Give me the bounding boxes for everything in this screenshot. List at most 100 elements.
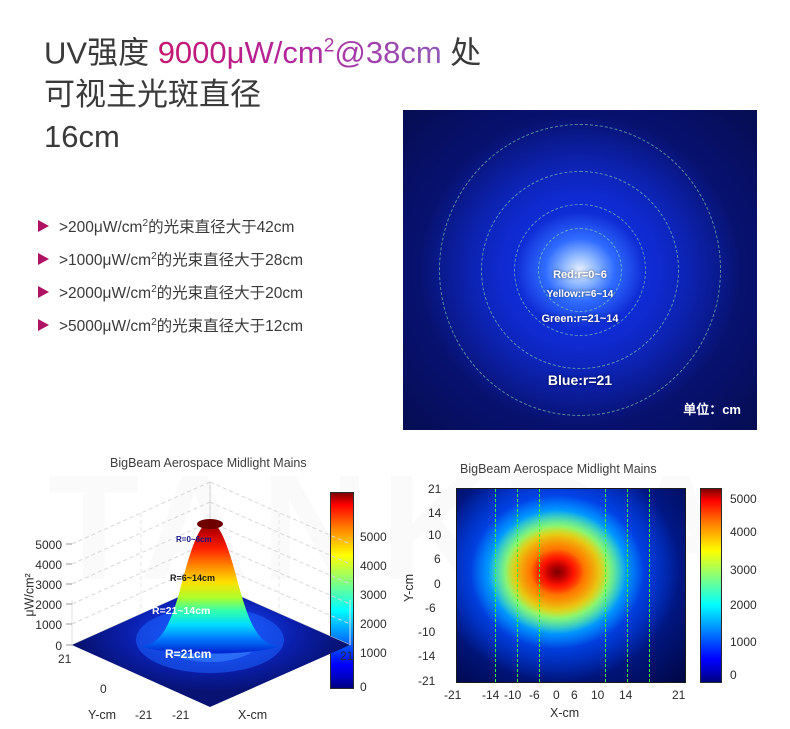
heatmap-y-tick: 10 — [428, 528, 442, 542]
heatmap-colorbar-tick: 4000 — [730, 525, 757, 539]
headline-line-3: 16cm — [44, 119, 120, 155]
heatmap-x-tick: 6 — [571, 688, 578, 702]
list-item: >200μW/cm2的光束直径大于42cm — [38, 209, 398, 242]
headline-line-1: UV强度 9000μW/cm2@38cm 处 — [44, 26, 584, 74]
heatmap-canvas — [456, 488, 686, 683]
list-item-label: >5000μW/cm2的光束直径大于12cm — [59, 314, 303, 336]
bullet-suffix: 的光束直径大于28cm — [156, 251, 304, 269]
bullet-superscript: 2 — [151, 250, 157, 262]
beam-unit-label: 单位：cm — [683, 402, 741, 417]
list-item: >5000μW/cm2的光束直径大于12cm — [38, 308, 398, 341]
heatmap-colorbar — [700, 488, 722, 683]
heatmap-plot-title: BigBeam Aerospace Midlight Mains — [460, 462, 657, 476]
bullet-superscript: 2 — [151, 283, 157, 295]
headline-accent-value: 9000μW/cm — [157, 35, 324, 71]
surface-colorbar — [330, 492, 354, 689]
heatmap-y-tick: -14 — [418, 649, 436, 663]
heatmap-guide-line — [517, 489, 518, 682]
surface-colorbar-tick: 5000 — [360, 530, 387, 544]
surface-colorbar-tick: 4000 — [360, 559, 387, 573]
surface-annotation-red: R=0~6cm — [176, 535, 212, 544]
surface-x-axis-label: X-cm — [238, 708, 268, 722]
bullet-prefix: >2000μW/cm — [59, 284, 152, 302]
bullet-prefix: >1000μW/cm — [59, 251, 152, 269]
headline-prefix: UV强度 — [44, 35, 158, 71]
beam-label-yellow: Yellow:r=6~14 — [546, 289, 614, 300]
list-item-label: >2000μW/cm2的光束直径大于20cm — [59, 281, 303, 303]
heatmap-y-tick: -21 — [418, 674, 436, 688]
heatmap-colorbar-tick: 2000 — [730, 598, 757, 612]
heatmap-x-tick: 21 — [672, 688, 686, 702]
headline-accent-superscript: 2 — [323, 36, 335, 57]
heatmap-x-tick: -14 — [482, 688, 500, 702]
headline-suffix: 处 — [441, 35, 482, 71]
headline-line-2: 可视主光斑直径 — [44, 77, 261, 113]
heatmap-y-tick: 0 — [434, 577, 441, 591]
bullet-superscript: 2 — [142, 217, 149, 229]
surface-z-tick: 4000 — [35, 558, 62, 572]
heatmap-guide-line — [627, 489, 628, 682]
heatmap-y-tick: -10 — [418, 625, 436, 639]
surface-y-axis-label: Y-cm — [88, 708, 117, 722]
heatmap-x-tick: -21 — [444, 688, 462, 702]
surface-z-tick: 1000 — [35, 618, 62, 632]
heatmap-colorbar-tick: 3000 — [730, 563, 757, 577]
triangle-bullet-icon — [38, 252, 49, 265]
heatmap-y-tick: 6 — [434, 552, 441, 566]
surface-x-tick: 21 — [340, 649, 354, 663]
heatmap-x-tick: -6 — [529, 688, 540, 702]
beam-label-red: Red:r=0~6 — [553, 269, 607, 281]
beam-label-blue: Blue:r=21 — [547, 372, 613, 388]
heatmap-x-tick: 10 — [591, 688, 605, 702]
surface-y-tick: 0 — [100, 682, 107, 696]
heatmap-guide-line — [605, 489, 606, 682]
triangle-bullet-icon — [38, 219, 49, 232]
triangle-bullet-icon — [38, 285, 49, 298]
surface-colorbar-tick: 0 — [360, 680, 367, 694]
heatmap-plot: BigBeam Aerospace Midlight Mains 21 14 1… — [400, 450, 790, 729]
heatmap-y-tick: 21 — [428, 482, 442, 496]
surface-colorbar-tick: 3000 — [360, 588, 387, 602]
triangle-bullet-icon — [38, 318, 49, 331]
heatmap-colorbar-tick: 1000 — [730, 635, 757, 649]
beam-ring-outer — [439, 124, 721, 416]
heatmap-y-tick: 14 — [428, 506, 442, 520]
headline-accent-distance: @38cm — [334, 35, 442, 71]
heatmap-x-axis-label: X-cm — [550, 706, 580, 720]
surface-plot-title: BigBeam Aerospace Midlight Mains — [110, 456, 307, 470]
surface-annotation-blue: R=21cm — [165, 647, 212, 661]
surface-y-tick: -21 — [135, 708, 153, 722]
headline-accent: 9000μW/cm2@38cm — [158, 35, 442, 70]
surface-annotation-yellow: R=6~14cm — [170, 573, 216, 583]
heatmap-y-axis-label: Y-cm — [402, 573, 417, 603]
surface-plot-canvas — [66, 481, 351, 707]
heatmap-guide-line — [649, 489, 650, 682]
surface-x-tick: -21 — [172, 708, 190, 722]
surface-z-tick: 0 — [55, 639, 62, 653]
heatmap-guide-line — [495, 489, 496, 682]
bullet-superscript: 2 — [151, 316, 157, 328]
surface-z-tick: 2000 — [35, 598, 62, 612]
spec-bullet-list: >200μW/cm2的光束直径大于42cm >1000μW/cm2的光束直径大于… — [38, 209, 398, 341]
heatmap-colorbar-tick: 5000 — [730, 492, 757, 506]
list-item: >1000μW/cm2的光束直径大于28cm — [38, 242, 398, 275]
list-item-label: >200μW/cm2的光束直径大于42cm — [59, 215, 294, 237]
bullet-suffix: 的光束直径大于20cm — [156, 284, 304, 302]
list-item-label: >1000μW/cm2的光束直径大于28cm — [59, 248, 303, 270]
list-item: >2000μW/cm2的光束直径大于20cm — [38, 275, 398, 308]
beam-label-green: Green:r=21~14 — [541, 313, 619, 325]
surface-y-tick: 21 — [58, 652, 72, 666]
heatmap-y-tick: -6 — [425, 601, 436, 615]
bullet-prefix: >5000μW/cm — [59, 317, 152, 335]
bullet-suffix: 的光束直径大于12cm — [156, 317, 304, 335]
heatmap-colorbar-tick: 0 — [730, 668, 737, 682]
heatmap-x-tick: -10 — [504, 688, 522, 702]
surface-colorbar-tick: 1000 — [360, 646, 387, 660]
surface-z-tick: 3000 — [35, 578, 62, 592]
bullet-prefix: >200μW/cm — [59, 218, 143, 236]
heatmap-x-tick: 14 — [619, 688, 633, 702]
surface-plot: BigBeam Aerospace Midlight Mains — [20, 450, 400, 729]
uv-beam-photo: Red:r=0~6 Yellow:r=6~14 Green:r=21~14 Bl… — [403, 110, 757, 430]
surface-colorbar-tick: 2000 — [360, 617, 387, 631]
heatmap-guide-line — [539, 489, 540, 682]
